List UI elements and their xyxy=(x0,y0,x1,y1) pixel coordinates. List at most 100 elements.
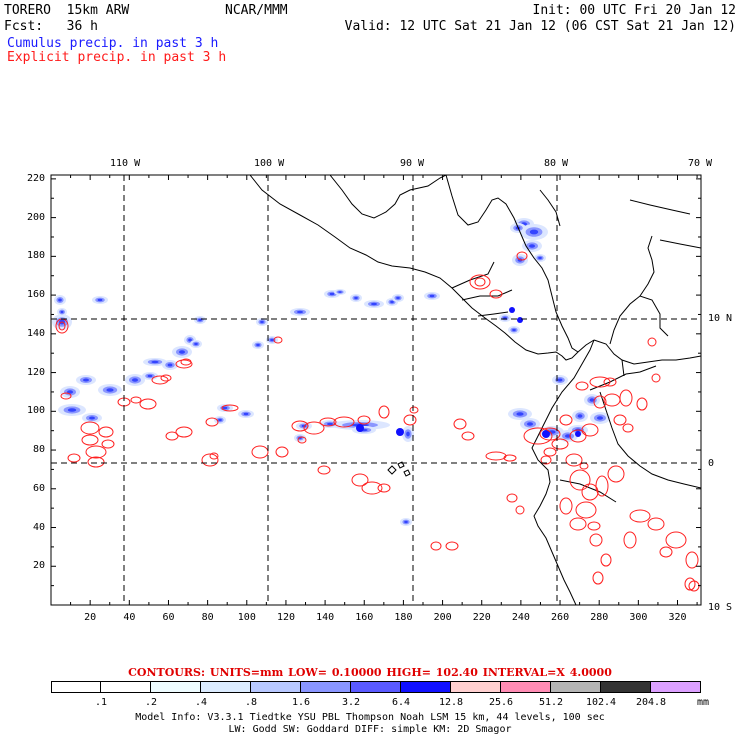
init-time: Init: 00 UTC Fri 20 Jan 12 xyxy=(532,3,737,18)
explicit-precip-contour xyxy=(160,374,172,382)
coastline xyxy=(531,339,595,605)
explicit-precip-contour xyxy=(607,465,625,483)
explicit-precip-contour xyxy=(593,395,607,409)
explicit-precip-contour xyxy=(357,415,371,425)
cumulus-precip-patch xyxy=(270,338,274,342)
cumulus-precip-patch xyxy=(527,422,533,426)
valid-time: Valid: 12 UTC Sat 21 Jan 12 (06 CST Sat … xyxy=(344,19,736,34)
y-tick-label: 20 xyxy=(33,560,46,572)
y-tick-label: 100 xyxy=(27,405,46,417)
colorbar-cell xyxy=(401,681,451,693)
x-tick-label: 240 xyxy=(511,612,530,623)
explicit-precip-contour xyxy=(275,446,289,458)
explicit-precip-contour xyxy=(80,421,100,435)
colorbar-label: .4 xyxy=(194,697,208,708)
colorbar-cell xyxy=(551,681,601,693)
forecast-hour: Fcst: 36 h xyxy=(4,19,98,34)
explicit-precip-contour xyxy=(430,541,442,551)
explicit-precip-contour xyxy=(592,571,604,585)
explicit-precip-contour xyxy=(489,289,503,299)
lon-label-90w: 90 W xyxy=(400,158,425,169)
explicit-precip-contour xyxy=(139,398,157,410)
x-tick-label: 140 xyxy=(316,612,335,623)
cumulus-precip-patch xyxy=(83,378,89,382)
colorbar-cell xyxy=(301,681,351,693)
cumulus-precip-patch xyxy=(167,363,173,367)
colorbar-cell xyxy=(101,681,151,693)
cumulus-precip-core xyxy=(542,430,550,438)
cumulus-precip-patch xyxy=(89,416,95,420)
lat-lon-grid xyxy=(51,175,701,605)
cumulus-precip-patch xyxy=(529,229,539,235)
colorbar-label: 3.2 xyxy=(341,697,361,708)
model-title: TORERO 15km ARW xyxy=(4,3,130,18)
explicit-precip-contour xyxy=(575,501,597,519)
x-tick-label: 200 xyxy=(433,612,452,623)
explicit-precip-contour xyxy=(622,423,634,433)
explicit-precip-contour xyxy=(619,389,633,407)
explicit-precip-contour xyxy=(539,427,561,441)
explicit-precip-contour xyxy=(579,462,589,470)
coastline xyxy=(445,175,579,353)
cumulus-precip-patch xyxy=(390,300,394,304)
explicit-precip-contour xyxy=(543,447,557,457)
explicit-precip-contour xyxy=(273,336,283,344)
x-tick-label: 100 xyxy=(237,612,256,623)
explicit-precip-contour xyxy=(201,453,219,467)
explicit-precip-contour xyxy=(665,531,687,549)
y-tick-label: 60 xyxy=(33,482,46,494)
explicit-precip-contour xyxy=(151,375,169,385)
colorbar-label: 6.4 xyxy=(391,697,411,708)
cumulus-precip-core xyxy=(575,431,581,437)
explicit-precip-contour xyxy=(445,541,459,551)
lon-label-100w: 100 W xyxy=(254,158,285,169)
x-tick-label: 120 xyxy=(276,612,295,623)
explicit-precip-contour xyxy=(453,418,467,430)
cumulus-precip-patch xyxy=(327,422,333,426)
explicit-precip-contour xyxy=(589,533,603,547)
explicit-precip-contour xyxy=(569,429,587,443)
cumulus-precip-core xyxy=(517,317,523,323)
lon-label-70w: 70 W xyxy=(688,158,713,169)
explicit-precip-contour xyxy=(685,551,699,569)
explicit-precip-contour xyxy=(317,465,331,475)
axis-ticks xyxy=(50,175,701,606)
colorbar-cell xyxy=(601,681,651,693)
cumulus-precip-patch xyxy=(60,310,64,314)
cumulus-precip-patch xyxy=(188,338,192,342)
lon-label-80w: 80 W xyxy=(544,158,569,169)
colorbar-units: mm xyxy=(697,697,710,708)
explicit-precip-contour xyxy=(485,451,507,461)
explicit-precip-contour xyxy=(303,421,325,435)
colorbar-cell xyxy=(451,681,501,693)
explicit-precip-contour xyxy=(603,393,621,407)
explicit-precip-contour xyxy=(516,251,528,261)
explicit-precip-contour xyxy=(595,475,609,497)
coastline xyxy=(397,461,405,469)
lat-label-10n: 10 N xyxy=(708,313,733,324)
explicit-precip-contour xyxy=(587,521,601,531)
colorbar-label: .1 xyxy=(94,697,108,708)
explicit-precip-contour xyxy=(515,505,525,515)
explicit-precip-contour xyxy=(600,553,612,567)
cumulus-precip-layer xyxy=(52,218,610,526)
cumulus-precip-patch xyxy=(597,416,603,420)
explicit-precip-contour xyxy=(647,337,657,347)
explicit-precip-contour xyxy=(651,373,661,383)
cumulus-precip-patch xyxy=(194,342,198,346)
x-tick-label: 60 xyxy=(162,612,175,623)
explicit-precip-contour xyxy=(291,420,309,432)
explicit-precip-contour xyxy=(209,452,219,460)
explicit-precip-contour xyxy=(409,406,419,414)
explicit-precip-contour xyxy=(603,377,617,387)
colorbar-cell xyxy=(251,681,301,693)
coastline xyxy=(461,289,513,301)
explicit-precip-contour xyxy=(636,397,648,411)
colorbar-label: .8 xyxy=(244,697,258,708)
explicit-precip-contour xyxy=(684,577,696,591)
cumulus-precip-patch xyxy=(538,256,542,260)
x-tick-label: 80 xyxy=(201,612,214,623)
cumulus-precip-patch xyxy=(260,320,264,324)
x-tick-label: 320 xyxy=(668,612,687,623)
cumulus-precip-patch xyxy=(58,298,62,302)
